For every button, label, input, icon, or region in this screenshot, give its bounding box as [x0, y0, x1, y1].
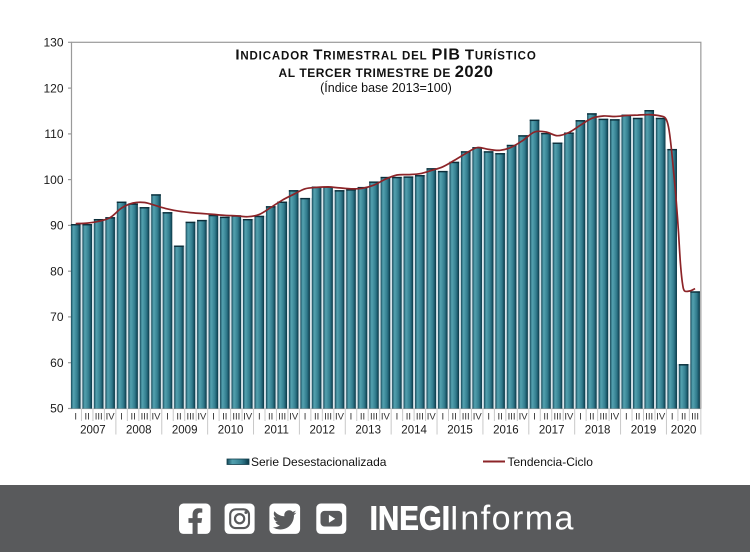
svg-text:110: 110: [44, 127, 63, 141]
svg-text:2018: 2018: [585, 425, 611, 437]
svg-text:IV: IV: [243, 412, 253, 423]
svg-text:II: II: [314, 412, 319, 423]
svg-text:II: II: [406, 412, 411, 423]
svg-text:II: II: [681, 412, 686, 423]
svg-text:60: 60: [50, 356, 64, 370]
svg-text:100: 100: [43, 173, 63, 187]
svg-text:80: 80: [50, 264, 64, 278]
svg-text:IV: IV: [427, 412, 437, 423]
svg-text:(Índice base 2013=100): (Índice base 2013=100): [320, 80, 452, 95]
svg-text:IV: IV: [564, 412, 574, 423]
svg-text:2012: 2012: [310, 425, 336, 437]
svg-text:IV: IV: [519, 412, 529, 423]
svg-text:IV: IV: [656, 412, 666, 423]
svg-text:I: I: [166, 412, 169, 423]
svg-text:2020: 2020: [671, 425, 697, 437]
svg-text:2007: 2007: [80, 425, 106, 437]
svg-text:III: III: [645, 412, 653, 423]
svg-text:IV: IV: [152, 412, 162, 423]
svg-text:I: I: [350, 412, 353, 423]
svg-text:IV: IV: [106, 412, 116, 423]
svg-text:120: 120: [43, 81, 63, 95]
svg-text:I: I: [579, 412, 582, 423]
svg-text:2011: 2011: [264, 425, 289, 437]
svg-text:II: II: [360, 412, 365, 423]
svg-text:130: 130: [43, 36, 63, 50]
svg-text:II: II: [85, 412, 90, 423]
svg-text:2008: 2008: [126, 425, 152, 437]
svg-text:III: III: [691, 412, 699, 423]
svg-text:2019: 2019: [631, 425, 657, 437]
svg-text:II: II: [589, 412, 594, 423]
svg-text:Informa: Informa: [450, 500, 575, 538]
svg-text:2017: 2017: [539, 425, 565, 437]
svg-text:I: I: [120, 412, 123, 423]
svg-text:II: II: [130, 412, 135, 423]
svg-text:II: II: [176, 412, 181, 423]
svg-text:Serie Desestacionalizada: Serie Desestacionalizada: [251, 455, 387, 469]
svg-text:II: II: [635, 412, 640, 423]
svg-text:I: I: [441, 412, 444, 423]
svg-text:INDICADOR TRIMESTRAL DEL PIB T: INDICADOR TRIMESTRAL DEL PIB TURÍSTICO: [235, 47, 536, 64]
svg-text:I: I: [258, 412, 261, 423]
svg-text:2015: 2015: [447, 425, 473, 437]
svg-text:I: I: [74, 412, 77, 423]
svg-text:IV: IV: [289, 412, 299, 423]
svg-text:I: I: [625, 412, 628, 423]
svg-text:I: I: [304, 412, 307, 423]
svg-text:III: III: [599, 412, 607, 423]
svg-text:III: III: [370, 412, 378, 423]
svg-text:III: III: [554, 412, 562, 423]
svg-text:IV: IV: [335, 412, 345, 423]
svg-text:I: I: [212, 412, 215, 423]
svg-text:I: I: [671, 412, 674, 423]
svg-text:90: 90: [50, 219, 64, 233]
svg-text:III: III: [186, 412, 194, 423]
svg-text:2016: 2016: [493, 425, 519, 437]
svg-text:II: II: [497, 412, 502, 423]
svg-text:2014: 2014: [401, 425, 427, 437]
svg-text:III: III: [278, 412, 286, 423]
svg-text:III: III: [416, 412, 424, 423]
svg-text:III: III: [324, 412, 332, 423]
svg-text:I: I: [533, 412, 536, 423]
svg-text:50: 50: [50, 402, 64, 416]
svg-text:2013: 2013: [355, 425, 381, 437]
svg-text:AL TERCER TRIMESTRE DE 2020: AL TERCER TRIMESTRE DE 2020: [279, 63, 494, 81]
svg-text:I: I: [487, 412, 490, 423]
svg-text:II: II: [452, 412, 457, 423]
svg-text:70: 70: [50, 310, 64, 324]
svg-text:III: III: [508, 412, 516, 423]
svg-text:II: II: [268, 412, 273, 423]
svg-text:III: III: [232, 412, 240, 423]
svg-text:III: III: [95, 412, 103, 423]
svg-text:III: III: [462, 412, 470, 423]
svg-text:III: III: [141, 412, 149, 423]
svg-text:2010: 2010: [218, 425, 244, 437]
svg-text:II: II: [543, 412, 548, 423]
svg-text:IV: IV: [381, 412, 391, 423]
svg-text:IV: IV: [197, 412, 207, 423]
svg-text:I: I: [396, 412, 399, 423]
svg-text:INEGI: INEGI: [370, 500, 450, 537]
svg-text:II: II: [222, 412, 227, 423]
svg-text:IV: IV: [610, 412, 620, 423]
svg-text:IV: IV: [473, 412, 483, 423]
svg-text:2009: 2009: [172, 425, 198, 437]
svg-text:Tendencia-Ciclo: Tendencia-Ciclo: [508, 455, 594, 469]
